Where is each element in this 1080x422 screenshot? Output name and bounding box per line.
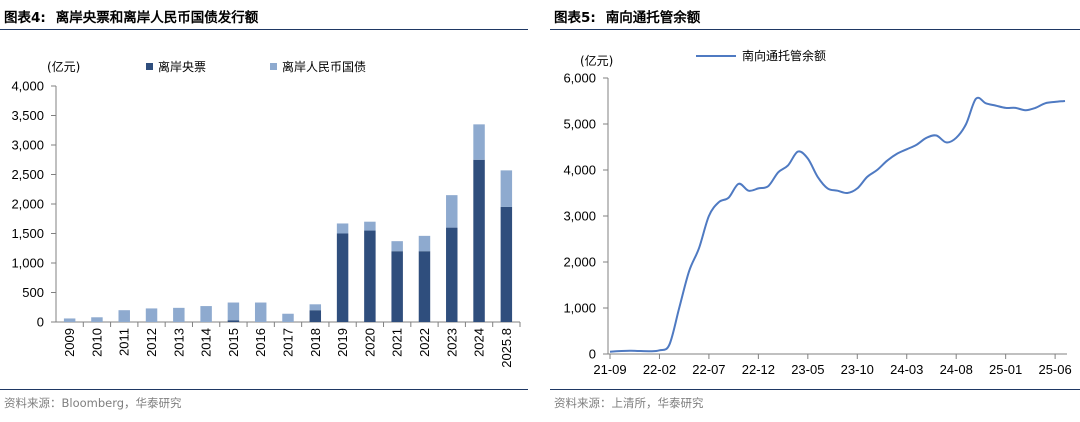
bar-segment — [364, 221, 376, 231]
bar-segment — [91, 317, 103, 322]
x-tick-label: 2014 — [199, 328, 214, 357]
bar-segment — [500, 170, 513, 207]
x-tick-label: 2022 — [417, 328, 432, 357]
title-rule — [0, 29, 528, 30]
bar-segment — [446, 195, 458, 228]
bar-segment — [63, 318, 76, 322]
y-tick-label: 5,000 — [563, 117, 596, 132]
bar-segment — [473, 124, 485, 160]
bar-segment — [336, 223, 349, 234]
y-tick-label: 1,000 — [563, 301, 596, 316]
x-tick-label: 23-05 — [791, 362, 824, 377]
x-tick-label: 2017 — [281, 328, 296, 357]
bar-segment — [118, 310, 130, 322]
legend-label: 离岸央票 — [158, 59, 206, 74]
legend-swatch — [270, 63, 277, 70]
stacked-bar-chart: (亿元) 0 500 1,000 1,500 2,000 2,500 3,000 3,500 4,… — [11, 59, 521, 368]
source-note: 资料来源：Bloomberg，华泰研究 — [4, 396, 182, 410]
x-tick-label: 2013 — [171, 328, 186, 357]
x-tick-label: 25-01 — [989, 362, 1022, 377]
legend-label: 离岸人民币国债 — [282, 59, 366, 74]
bar-segment — [254, 302, 267, 322]
bar-segment — [282, 313, 294, 322]
title-rule — [550, 29, 1080, 30]
x-tick-label: 2024 — [472, 328, 487, 357]
chart-panel-southbound-custody: 图表5: 南向通托管余额 (亿元) 0 1,000 2,000 3,000 4,000 5,0… — [550, 0, 1080, 422]
bar-segment — [227, 302, 240, 321]
x-tick-label: 2023 — [444, 328, 459, 357]
y-tick-label: 2,000 — [11, 197, 44, 212]
y-tick-label: 6,000 — [563, 71, 596, 86]
figure-number: 图表4: — [4, 10, 46, 26]
x-tick-label: 24-08 — [940, 362, 973, 377]
footer-rule — [550, 389, 1080, 390]
panel-title: 图表4: 离岸央票和离岸人民币国债发行额 — [4, 6, 258, 26]
x-tick-label: 2011 — [117, 328, 132, 356]
x-tick-label: 2012 — [144, 328, 159, 357]
x-tick-label: 2015 — [226, 328, 241, 357]
bar-segment — [473, 159, 485, 322]
x-tick-label: 22-02 — [643, 362, 676, 377]
y-tick-label: 500 — [22, 285, 44, 300]
y-unit-label: (亿元) — [47, 59, 80, 74]
bar-segment — [145, 308, 158, 322]
figure-number: 图表5: — [554, 10, 596, 26]
x-tick-label: 24-03 — [890, 362, 923, 377]
y-tick-label: 3,000 — [11, 138, 44, 153]
bar-segment — [173, 307, 185, 322]
panel-title: 图表5: 南向通托管余额 — [554, 6, 700, 26]
y-tick-label: 3,500 — [11, 108, 44, 123]
bar-segment — [446, 227, 458, 322]
bar-segment — [418, 251, 431, 322]
y-tick-label: 0 — [37, 315, 44, 330]
x-tick-label: 2010 — [89, 328, 104, 357]
legend-label: 南向通托管余额 — [742, 48, 826, 63]
footer-rule — [0, 389, 528, 390]
series-line — [609, 96, 1066, 353]
bar-segment — [309, 310, 322, 322]
x-tick-label: 2020 — [362, 328, 377, 357]
x-tick-label: 2016 — [253, 328, 268, 357]
x-tick-label: 22-07 — [692, 362, 725, 377]
x-tick-label: 2018 — [308, 328, 323, 357]
y-tick-label: 1,000 — [11, 256, 44, 271]
bar-segment — [391, 241, 403, 252]
figure-title: 南向通托管余额 — [605, 10, 701, 26]
x-tick-label: 23-10 — [841, 362, 874, 377]
y-tick-label: 4,000 — [11, 79, 44, 94]
x-tick-label: 22-12 — [742, 362, 775, 377]
bar-segment — [500, 206, 513, 322]
y-tick-label: 1,500 — [11, 226, 44, 241]
x-tick-label: 2025.8 — [499, 328, 514, 368]
legend-swatch — [146, 63, 153, 70]
x-tick-label: 2019 — [335, 328, 350, 357]
bar-segment — [336, 233, 349, 322]
y-tick-label: 0 — [589, 347, 596, 362]
bar-segment — [418, 235, 431, 252]
source-note: 资料来源：上清所，华泰研究 — [554, 396, 704, 410]
line-chart: (亿元) 0 1,000 2,000 3,000 4,000 5,000 6,000 21-09… — [563, 48, 1071, 377]
x-tick-label: 21-09 — [593, 362, 626, 377]
y-unit-label: (亿元) — [580, 53, 613, 68]
bar-segment — [309, 304, 322, 311]
x-tick-label: 2009 — [62, 328, 77, 357]
bar-segment — [227, 320, 240, 322]
bar-segment — [200, 306, 212, 322]
y-tick-label: 2,000 — [563, 255, 596, 270]
y-tick-label: 4,000 — [563, 163, 596, 178]
figure-title: 离岸央票和离岸人民币国债发行额 — [55, 10, 259, 26]
x-tick-label: 25-06 — [1038, 362, 1071, 377]
x-tick-label: 2021 — [390, 328, 405, 357]
bar-segment — [391, 251, 403, 322]
chart-panel-bond-issuance: 图表4: 离岸央票和离岸人民币国债发行额 (亿元) 0 500 1,000 1,500 2,… — [0, 0, 528, 422]
y-tick-label: 2,500 — [11, 167, 44, 182]
y-tick-label: 3,000 — [563, 209, 596, 224]
bar-segment — [364, 230, 376, 322]
